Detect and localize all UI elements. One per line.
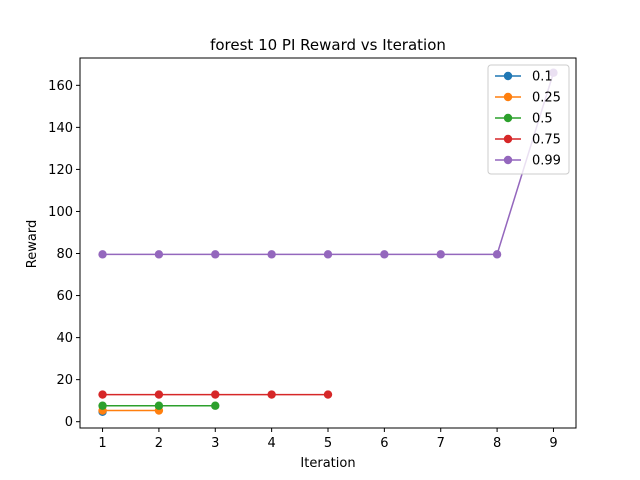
- legend-marker: [503, 134, 513, 144]
- x-tick-label: 5: [324, 436, 332, 451]
- y-tick-label: 60: [56, 289, 73, 304]
- y-tick-label: 120: [48, 163, 73, 178]
- legend-label: 0.99: [532, 154, 561, 169]
- legend-entry: 0.5: [495, 112, 553, 127]
- series-0.75: [98, 390, 333, 399]
- x-tick-label: 4: [267, 436, 275, 451]
- legend-marker: [503, 155, 513, 165]
- legend-label: 0.5: [532, 112, 553, 127]
- series-0.5: [98, 401, 220, 410]
- y-tick-label: 20: [56, 373, 73, 388]
- legend-label: 0.1: [532, 70, 553, 85]
- legend-entry: 0.1: [495, 70, 553, 85]
- x-tick-label: 2: [155, 436, 163, 451]
- data-point: [211, 390, 220, 399]
- x-tick-label: 7: [437, 436, 445, 451]
- y-tick-label: 0: [65, 415, 73, 430]
- data-point: [211, 401, 220, 410]
- data-point: [267, 250, 276, 259]
- legend-entry: 0.99: [495, 154, 561, 169]
- data-point: [492, 250, 502, 259]
- data-point: [323, 250, 333, 259]
- legend-marker: [503, 92, 513, 102]
- data-point: [154, 250, 164, 259]
- legend-entry: 0.25: [495, 91, 561, 106]
- data-point: [98, 401, 107, 410]
- data-point: [154, 390, 164, 399]
- x-tick-label: 3: [211, 436, 219, 451]
- y-axis-label: Reward: [25, 220, 40, 268]
- y-tick-label: 140: [48, 121, 73, 136]
- chart-title: forest 10 PI Reward vs Iteration: [210, 36, 446, 54]
- legend-marker: [503, 71, 513, 81]
- legend-marker: [503, 113, 513, 123]
- data-point: [436, 250, 445, 259]
- legend: 0.1 0.25 0.5 0.75 0.99: [487, 64, 570, 175]
- data-point: [267, 390, 276, 399]
- data-point: [211, 250, 220, 259]
- data-point: [380, 250, 389, 259]
- data-point: [323, 390, 333, 399]
- y-tick-label: 100: [48, 205, 73, 220]
- x-tick-label: 1: [98, 436, 106, 451]
- legend-box: [487, 64, 570, 175]
- legend-entry: 0.75: [495, 133, 561, 148]
- y-tick-label: 160: [48, 79, 73, 94]
- y-tick-label: 80: [56, 247, 73, 262]
- data-point: [98, 250, 107, 259]
- x-axis-label: Iteration: [300, 456, 355, 471]
- y-tick-label: 40: [56, 331, 73, 346]
- data-point: [98, 390, 107, 399]
- data-point: [154, 401, 164, 410]
- x-tick-label: 8: [493, 436, 501, 451]
- legend-label: 0.25: [532, 91, 561, 106]
- axis-ticks: 1 2 3 4 5 6 7 8 9 0 20 40 60 80 100 120 140 160: [48, 79, 557, 451]
- legend-label: 0.75: [532, 133, 561, 148]
- x-tick-label: 6: [380, 436, 388, 451]
- x-tick-label: 9: [549, 436, 557, 451]
